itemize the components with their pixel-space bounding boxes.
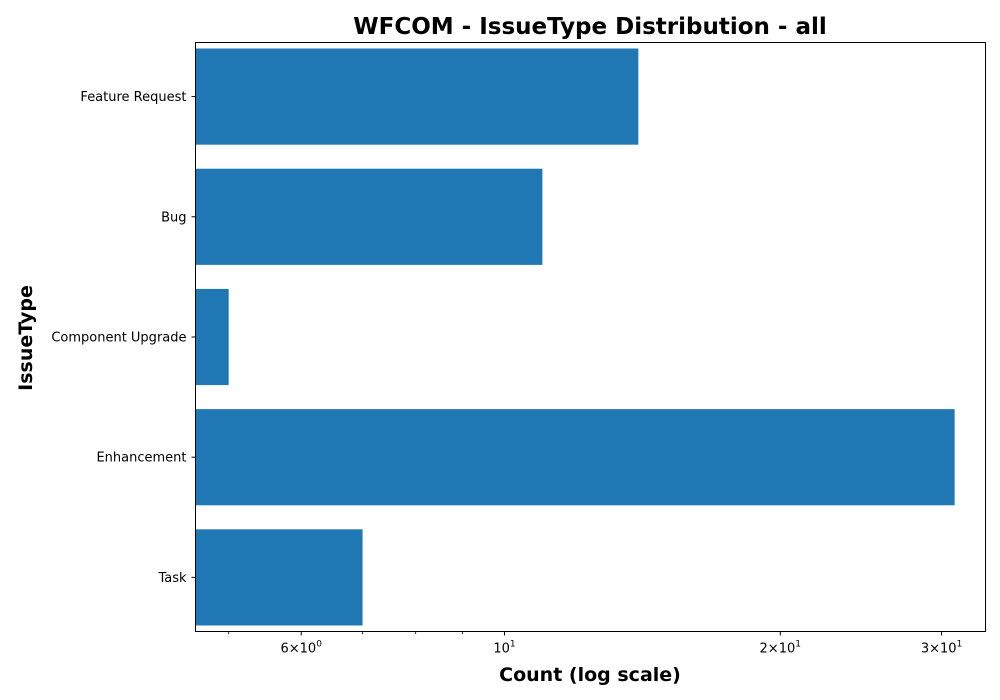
x-axis-ticks: 6×100 101 2×101 3×101: [228, 631, 962, 657]
bar: [195, 168, 543, 265]
x-tick-label: 6×100: [280, 640, 322, 657]
x-tick-label: 2×101: [760, 640, 801, 657]
bar: [195, 288, 229, 386]
y-tick-label: Enhancement: [96, 451, 186, 466]
chart-title: WFCOM - IssueType Distribution - all: [353, 14, 827, 40]
y-tick-label: Component Upgrade: [51, 331, 186, 346]
bar: [195, 409, 955, 506]
y-tick-label: Bug: [161, 210, 186, 225]
y-tick-label: Feature Request: [80, 90, 186, 105]
bar: [195, 529, 363, 626]
bars-group: [195, 48, 955, 626]
x-axis-label: Count (log scale): [499, 664, 681, 686]
y-axis-ticks: Feature Request Bug Component Upgrade Enhan…: [51, 90, 196, 586]
x-tick-label: 101: [493, 640, 515, 657]
bar: [195, 48, 639, 145]
y-tick-label: Task: [157, 571, 187, 586]
x-tick-label: 3×101: [921, 640, 962, 657]
y-axis-label: IssueType: [15, 285, 37, 391]
